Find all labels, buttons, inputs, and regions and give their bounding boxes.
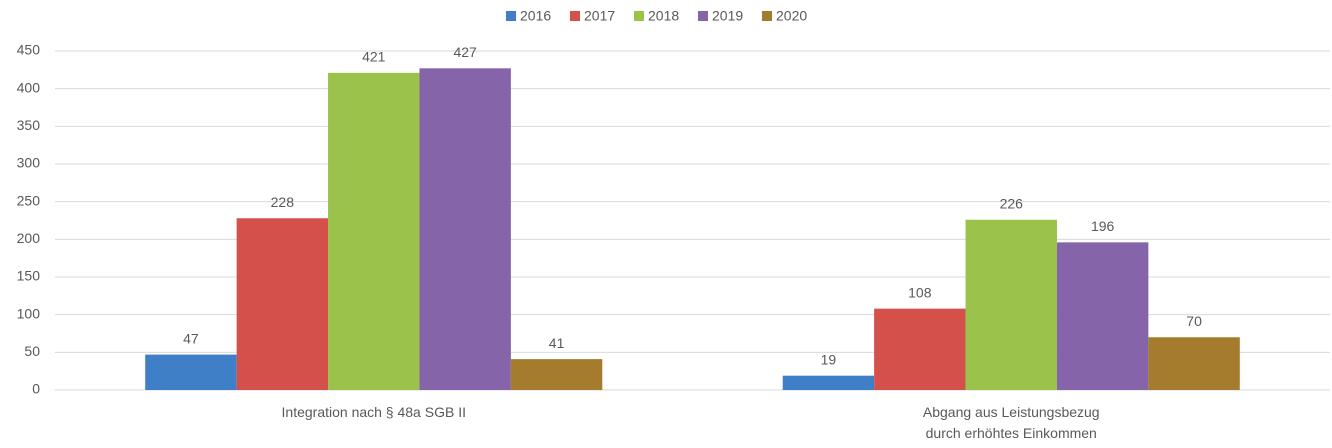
y-tick-label: 100 [17,305,41,321]
y-tick-label: 350 [17,117,41,133]
legend-swatch [506,11,516,21]
data-label: 421 [362,49,386,65]
legend-label: 2018 [648,8,679,24]
bar [782,375,875,390]
y-tick-label: 200 [17,230,41,246]
bar [145,354,237,390]
bar [510,359,603,390]
y-tick-label: 450 [17,42,41,58]
bar [1148,337,1240,390]
y-tick-label: 150 [17,268,41,284]
data-label: 41 [549,335,565,351]
data-label: 70 [1186,313,1202,329]
y-tick-label: 0 [32,381,40,397]
bar [1056,242,1149,390]
bar [328,72,420,390]
bar [965,219,1057,390]
y-tick-label: 300 [17,155,41,171]
legend-swatch [634,11,644,21]
data-label: 228 [271,194,295,210]
legend-swatch [762,11,772,21]
y-tick-label: 50 [24,343,40,359]
data-label: 108 [908,284,932,300]
x-tick-label: Integration nach § 48a SGB II [282,404,466,420]
data-label: 226 [1000,195,1024,211]
x-tick-label: Abgang aus Leistungsbezug durch erhöhtes … [923,404,1100,441]
legend-label: 2019 [712,8,743,24]
legend-label: 2016 [520,8,551,24]
y-tick-label: 400 [17,79,41,95]
data-label: 47 [183,330,199,346]
bar [236,218,329,390]
data-label: 19 [821,351,837,367]
data-label: 427 [453,44,477,60]
legend-label: 2020 [776,8,807,24]
bar [419,68,511,391]
legend-label: 2017 [584,8,615,24]
legend-swatch [570,11,580,21]
legend-swatch [698,11,708,21]
y-tick-label: 250 [17,192,41,208]
bar [874,308,966,390]
data-label: 196 [1091,218,1115,234]
